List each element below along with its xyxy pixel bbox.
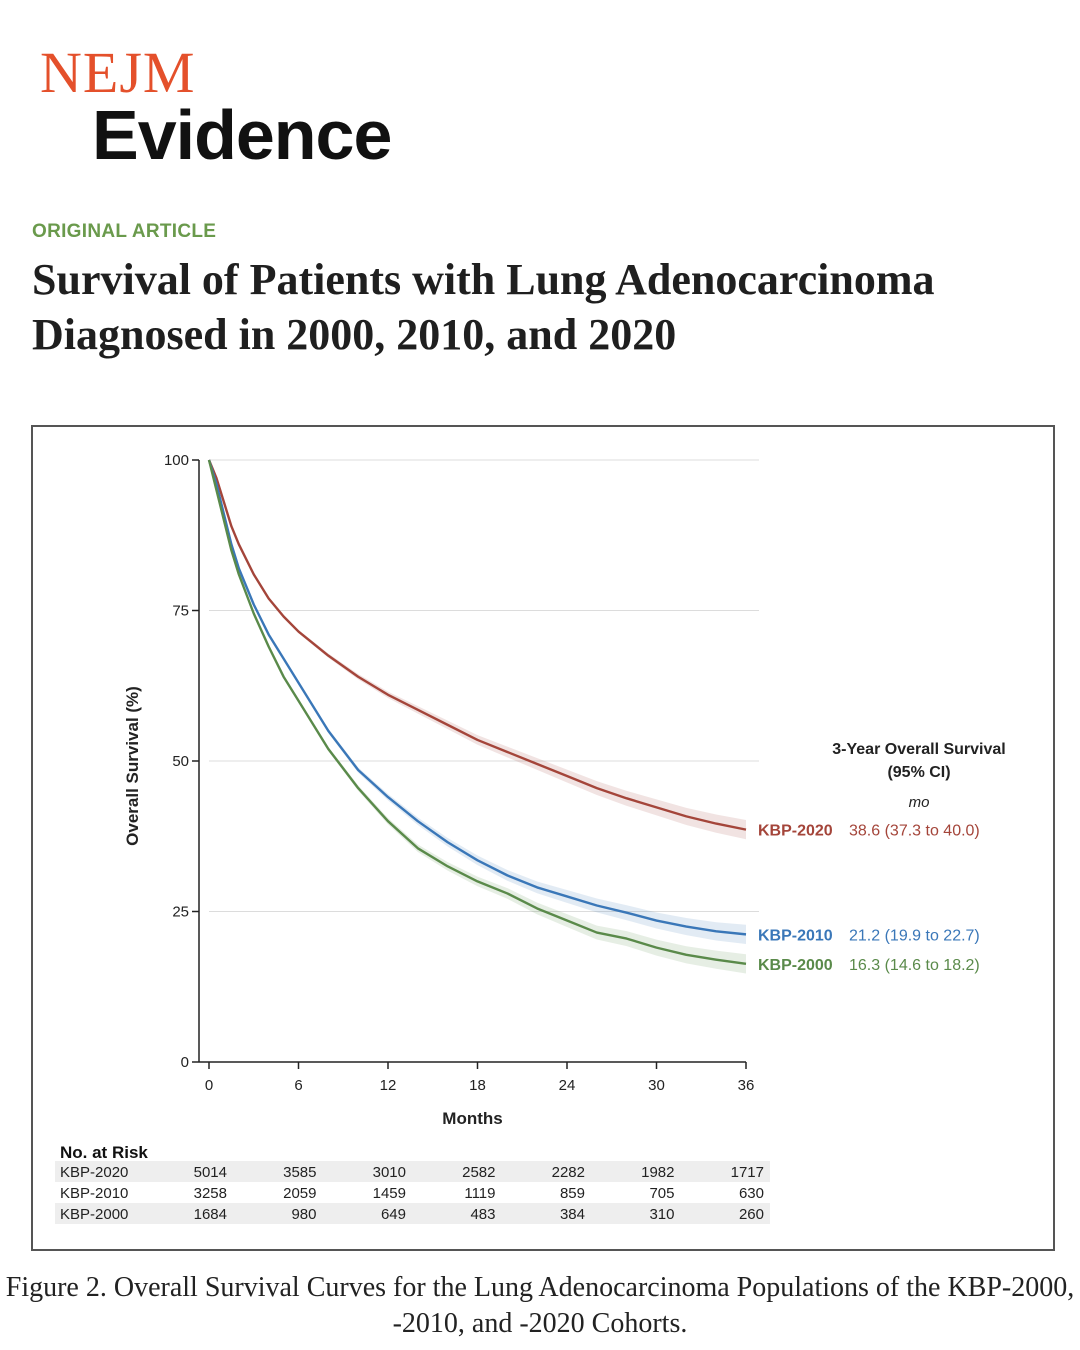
risk-cell: 310 (649, 1206, 674, 1223)
y-tick-label-100: 100 (164, 452, 189, 469)
article-type-label: ORIGINAL ARTICLE (32, 221, 217, 242)
y-tick-label-25: 25 (172, 904, 189, 921)
x-tick-label-18: 18 (469, 1077, 486, 1094)
risk-cell: 2059 (283, 1185, 316, 1202)
series-summary-kbp-2020: 38.6 (37.3 to 40.0) (849, 823, 980, 840)
risk-cell: 1717 (731, 1164, 764, 1181)
risk-row-label: KBP-2020 (60, 1164, 128, 1181)
risk-cell: 483 (470, 1206, 495, 1223)
x-tick-label-36: 36 (738, 1077, 755, 1094)
series-label-kbp-2010: KBP-2010 (758, 927, 833, 944)
risk-cell: 859 (560, 1185, 585, 1202)
risk-cell: 3258 (194, 1185, 227, 1202)
risk-cell: 1459 (373, 1185, 406, 1202)
risk-cell: 705 (649, 1185, 674, 1202)
risk-cell: 980 (291, 1206, 316, 1223)
survival-line-kbp-2010 (207, 459, 747, 936)
figure-caption: Figure 2. Overall Survival Curves for th… (5, 1272, 1075, 1339)
risk-row-bg-1 (55, 1182, 770, 1203)
x-tick-label-0: 0 (205, 1077, 213, 1094)
y-axis-title: Overall Survival (%) (123, 686, 142, 846)
risk-cell: 649 (381, 1206, 406, 1223)
risk-table-header: No. at Risk (60, 1143, 148, 1162)
y-tick-label-50: 50 (172, 753, 189, 770)
risk-row-label: KBP-2000 (60, 1206, 128, 1223)
risk-cell: 1684 (194, 1206, 227, 1223)
article-title: Survival of Patients with Lung Adenocarc… (32, 255, 935, 359)
survival-line-kbp-2000 (207, 459, 747, 966)
journal-logo-evidence: Evidence (92, 96, 392, 174)
series-summary-kbp-2010: 21.2 (19.9 to 22.7) (849, 927, 980, 944)
series-label-kbp-2020: KBP-2020 (758, 823, 833, 840)
risk-cell: 1982 (641, 1164, 674, 1181)
risk-cell: 3585 (283, 1164, 316, 1181)
x-tick-label-24: 24 (559, 1077, 576, 1094)
risk-cell: 2582 (462, 1164, 495, 1181)
risk-cell: 3010 (373, 1164, 406, 1181)
risk-cell: 1119 (464, 1185, 495, 1202)
ci-band-kbp-2000 (209, 460, 746, 974)
journal-logo-nejm: NEJM (40, 40, 196, 105)
x-tick-label-30: 30 (648, 1077, 665, 1094)
risk-row-bg-0 (55, 1161, 770, 1182)
ci-band-kbp-2010 (209, 460, 746, 945)
legend-unit: mo (909, 794, 930, 811)
survival-chart: 0 25 50 75 100 0 6 12 18 24 30 36 Months Overall Surv… (55, 452, 1006, 1224)
series-summary-kbp-2000: 16.3 (14.6 to 18.2) (849, 957, 980, 974)
x-tick-label-12: 12 (380, 1077, 397, 1094)
y-tick-label-0: 0 (181, 1054, 189, 1071)
legend-header-line2: (95% CI) (887, 764, 950, 781)
risk-cell: 260 (739, 1206, 764, 1223)
y-tick-label-75: 75 (172, 603, 189, 620)
risk-row-label: KBP-2010 (60, 1185, 128, 1202)
risk-row-bg-2 (55, 1203, 770, 1224)
survival-line-kbp-2020 (207, 459, 747, 831)
risk-cell: 5014 (194, 1164, 227, 1181)
risk-cell: 384 (560, 1206, 585, 1223)
risk-cell: 2282 (552, 1164, 585, 1181)
x-tick-label-6: 6 (294, 1077, 302, 1094)
risk-cell: 630 (739, 1185, 764, 1202)
ci-band-kbp-2020 (209, 460, 746, 840)
figure-frame: 0 25 50 75 100 0 6 12 18 24 30 36 Months Overall Surv… (31, 425, 1055, 1251)
x-axis-title: Months (442, 1109, 502, 1128)
series-label-kbp-2000: KBP-2000 (758, 957, 833, 974)
legend-header-line1: 3-Year Overall Survival (832, 741, 1005, 758)
